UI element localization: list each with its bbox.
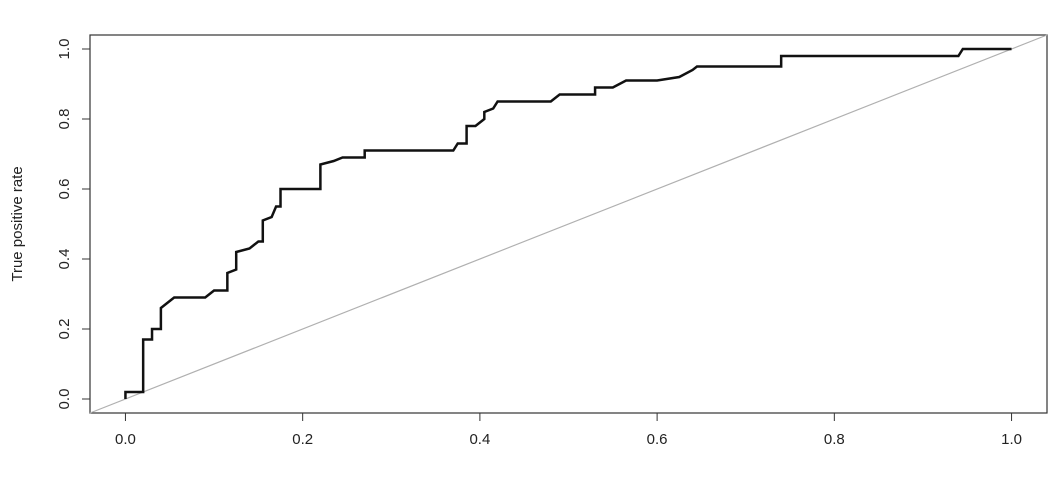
y-axis-label: True positive rate (9, 166, 26, 281)
x-tick-label: 0.6 (647, 431, 668, 448)
y-tick-label: 0.2 (56, 319, 73, 340)
y-tick-label: 0.6 (56, 179, 73, 200)
y-tick-label: 0.0 (56, 389, 73, 410)
y-tick-label: 1.0 (56, 39, 73, 60)
x-tick-label: 1.0 (1001, 431, 1022, 448)
diagonal-line (89, 34, 1048, 414)
roc-curve (124, 47, 1012, 399)
y-tick-label: 0.4 (56, 249, 73, 270)
plot-frame (89, 34, 1048, 414)
x-tick-label: 0.4 (469, 431, 490, 448)
x-tick-label: 0.0 (115, 431, 136, 448)
x-tick-label: 0.8 (824, 431, 845, 448)
x-tick-label: 0.2 (292, 431, 313, 448)
y-tick-label: 0.8 (56, 109, 73, 130)
